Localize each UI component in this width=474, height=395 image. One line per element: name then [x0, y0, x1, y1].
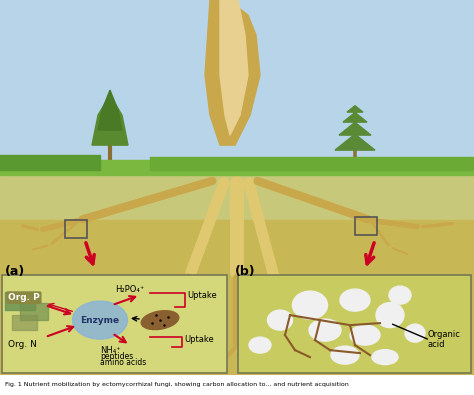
Polygon shape [339, 122, 371, 135]
Ellipse shape [249, 337, 271, 353]
Ellipse shape [405, 324, 425, 342]
Polygon shape [98, 90, 122, 130]
FancyBboxPatch shape [238, 275, 471, 373]
Ellipse shape [372, 350, 398, 365]
Text: Uptake: Uptake [184, 335, 214, 344]
Polygon shape [220, 0, 248, 135]
Text: Org. P: Org. P [8, 293, 40, 302]
Text: (b): (b) [235, 265, 255, 278]
Text: Fig. 1 Nutrient mobilization by ectomycorrhizal fungi, showing carbon allocation: Fig. 1 Nutrient mobilization by ectomyco… [5, 382, 348, 387]
Bar [0, 220, 474, 375]
Text: Organic
acid: Organic acid [428, 330, 461, 349]
Text: (a): (a) [5, 265, 25, 278]
Ellipse shape [376, 303, 404, 327]
Bar [0, 170, 474, 225]
Text: peptides: peptides [100, 352, 133, 361]
Text: H₂PO₄⁺: H₂PO₄⁺ [115, 285, 145, 294]
Ellipse shape [350, 325, 380, 345]
Text: Enzyme: Enzyme [81, 316, 119, 325]
Polygon shape [335, 134, 375, 150]
Bar [0, 0, 474, 175]
Ellipse shape [141, 311, 179, 329]
Text: NH₄⁺: NH₄⁺ [100, 346, 121, 355]
Bar [355, 217, 377, 235]
Text: amino acids: amino acids [100, 358, 146, 367]
Polygon shape [12, 315, 37, 330]
FancyBboxPatch shape [2, 275, 227, 373]
Polygon shape [205, 0, 260, 145]
Text: Org. N: Org. N [8, 340, 37, 349]
Ellipse shape [389, 286, 411, 304]
Ellipse shape [73, 301, 128, 339]
Polygon shape [5, 292, 35, 310]
Polygon shape [92, 95, 128, 145]
Polygon shape [20, 303, 48, 320]
Polygon shape [347, 106, 363, 112]
Ellipse shape [331, 346, 359, 364]
Polygon shape [343, 113, 367, 122]
Ellipse shape [309, 319, 341, 341]
Text: Uptake: Uptake [187, 291, 217, 300]
Ellipse shape [267, 310, 292, 330]
Ellipse shape [292, 291, 328, 319]
Bar [65, 220, 87, 238]
Ellipse shape [340, 289, 370, 311]
